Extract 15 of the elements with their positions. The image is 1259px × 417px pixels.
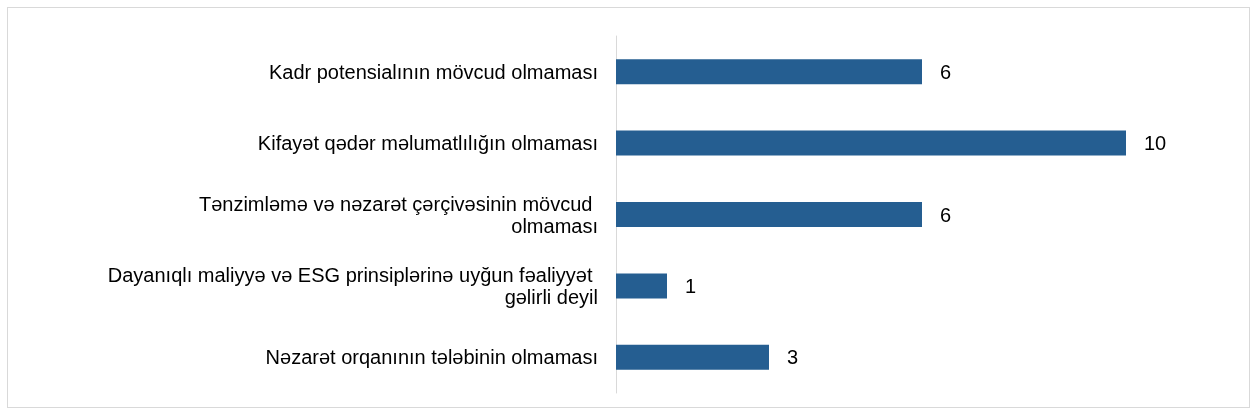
y-tick-label: Kadr potensialının mövcud olmaması (268, 60, 598, 83)
data-label: 6 (940, 60, 952, 83)
data-label: 3 (787, 346, 799, 369)
data-label: 10 (1144, 132, 1167, 155)
y-tick-label: Tənzimləmə və nəzarət çərçivəsinin mövcud olmaması (198, 192, 598, 237)
bar (616, 273, 667, 299)
bar (616, 130, 1126, 156)
y-tick-label: Nəzarət orqanının tələbinin olmaması (265, 346, 598, 369)
data-label: 6 (940, 203, 952, 226)
y-tick-label: Dayanıqlı maliyyə və ESG prinsiplərinə uyğun fəaliyyət gəlirli deyil (107, 263, 598, 308)
bar (616, 344, 769, 370)
data-label: 1 (685, 274, 697, 297)
bar (616, 59, 922, 85)
bar (616, 202, 922, 227)
y-tick-label: Kifayət qədər məlumatlılığın olmaması (257, 132, 598, 155)
